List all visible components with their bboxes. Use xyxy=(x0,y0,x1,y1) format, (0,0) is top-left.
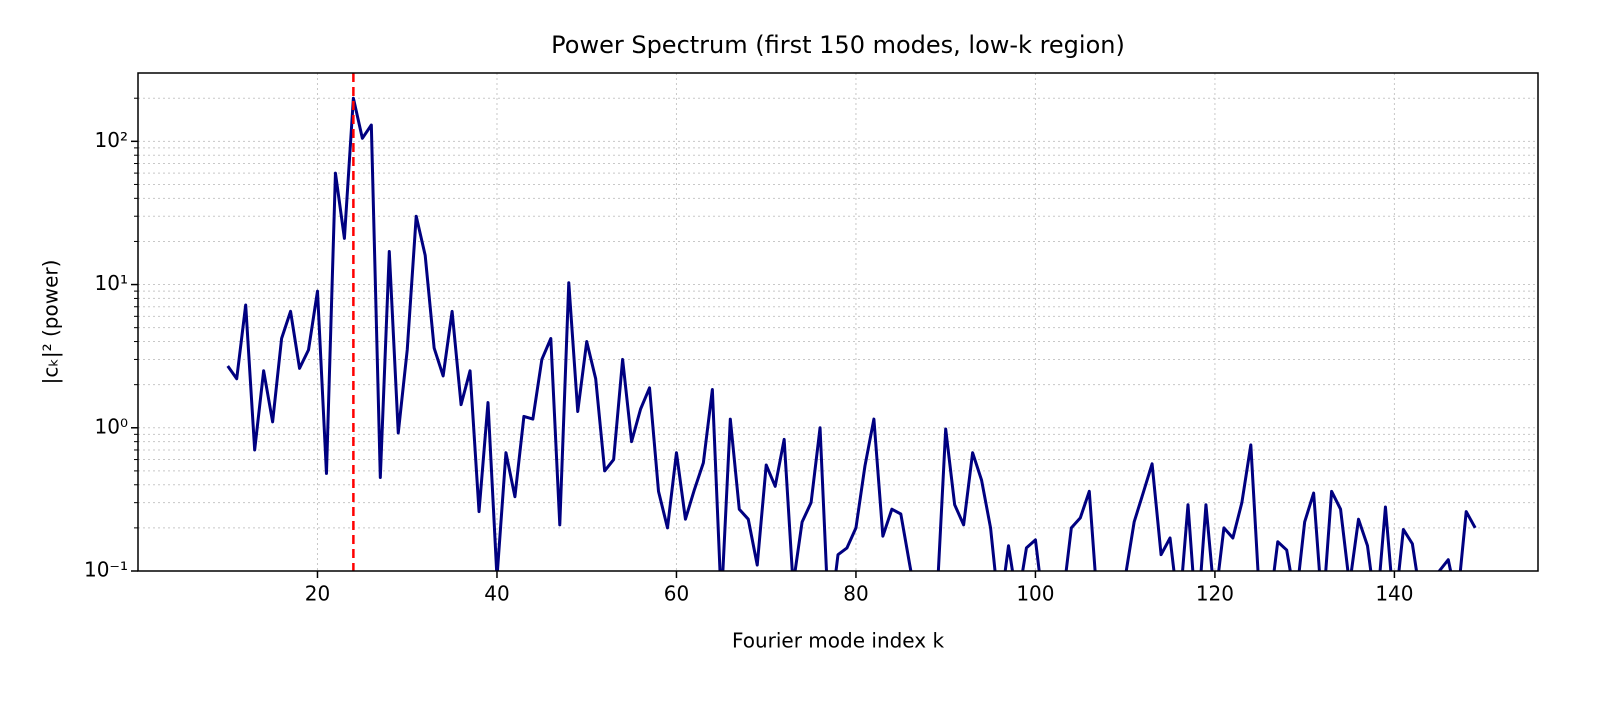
y-tick-label: 10¹ xyxy=(95,271,128,295)
plot-area xyxy=(226,73,1477,571)
ticks: 10⁻¹ 10⁰ 10¹ 10² 20 40 60 80 100 120 140 xyxy=(84,97,1414,606)
x-tick-label: 120 xyxy=(1196,582,1234,606)
grid xyxy=(138,73,1538,572)
x-tick-label: 100 xyxy=(1016,582,1054,606)
x-tick-label: 40 xyxy=(484,582,509,606)
chart-title: Power Spectrum (first 150 modes, low-k r… xyxy=(551,31,1125,59)
x-tick-label: 20 xyxy=(305,582,330,606)
x-tick-label: 60 xyxy=(664,582,689,606)
x-axis-label: Fourier mode index k xyxy=(732,629,945,653)
y-tick-label: 10⁰ xyxy=(95,414,128,438)
y-tick-label: 10² xyxy=(95,128,128,152)
line-series xyxy=(226,96,1477,571)
y-axis-label: |cₖ|² (power) xyxy=(39,260,63,385)
x-tick-label: 80 xyxy=(843,582,868,606)
y-tick-label: 10⁻¹ xyxy=(84,558,128,582)
axes-frame xyxy=(137,72,1539,572)
x-tick-label: 140 xyxy=(1375,582,1413,606)
